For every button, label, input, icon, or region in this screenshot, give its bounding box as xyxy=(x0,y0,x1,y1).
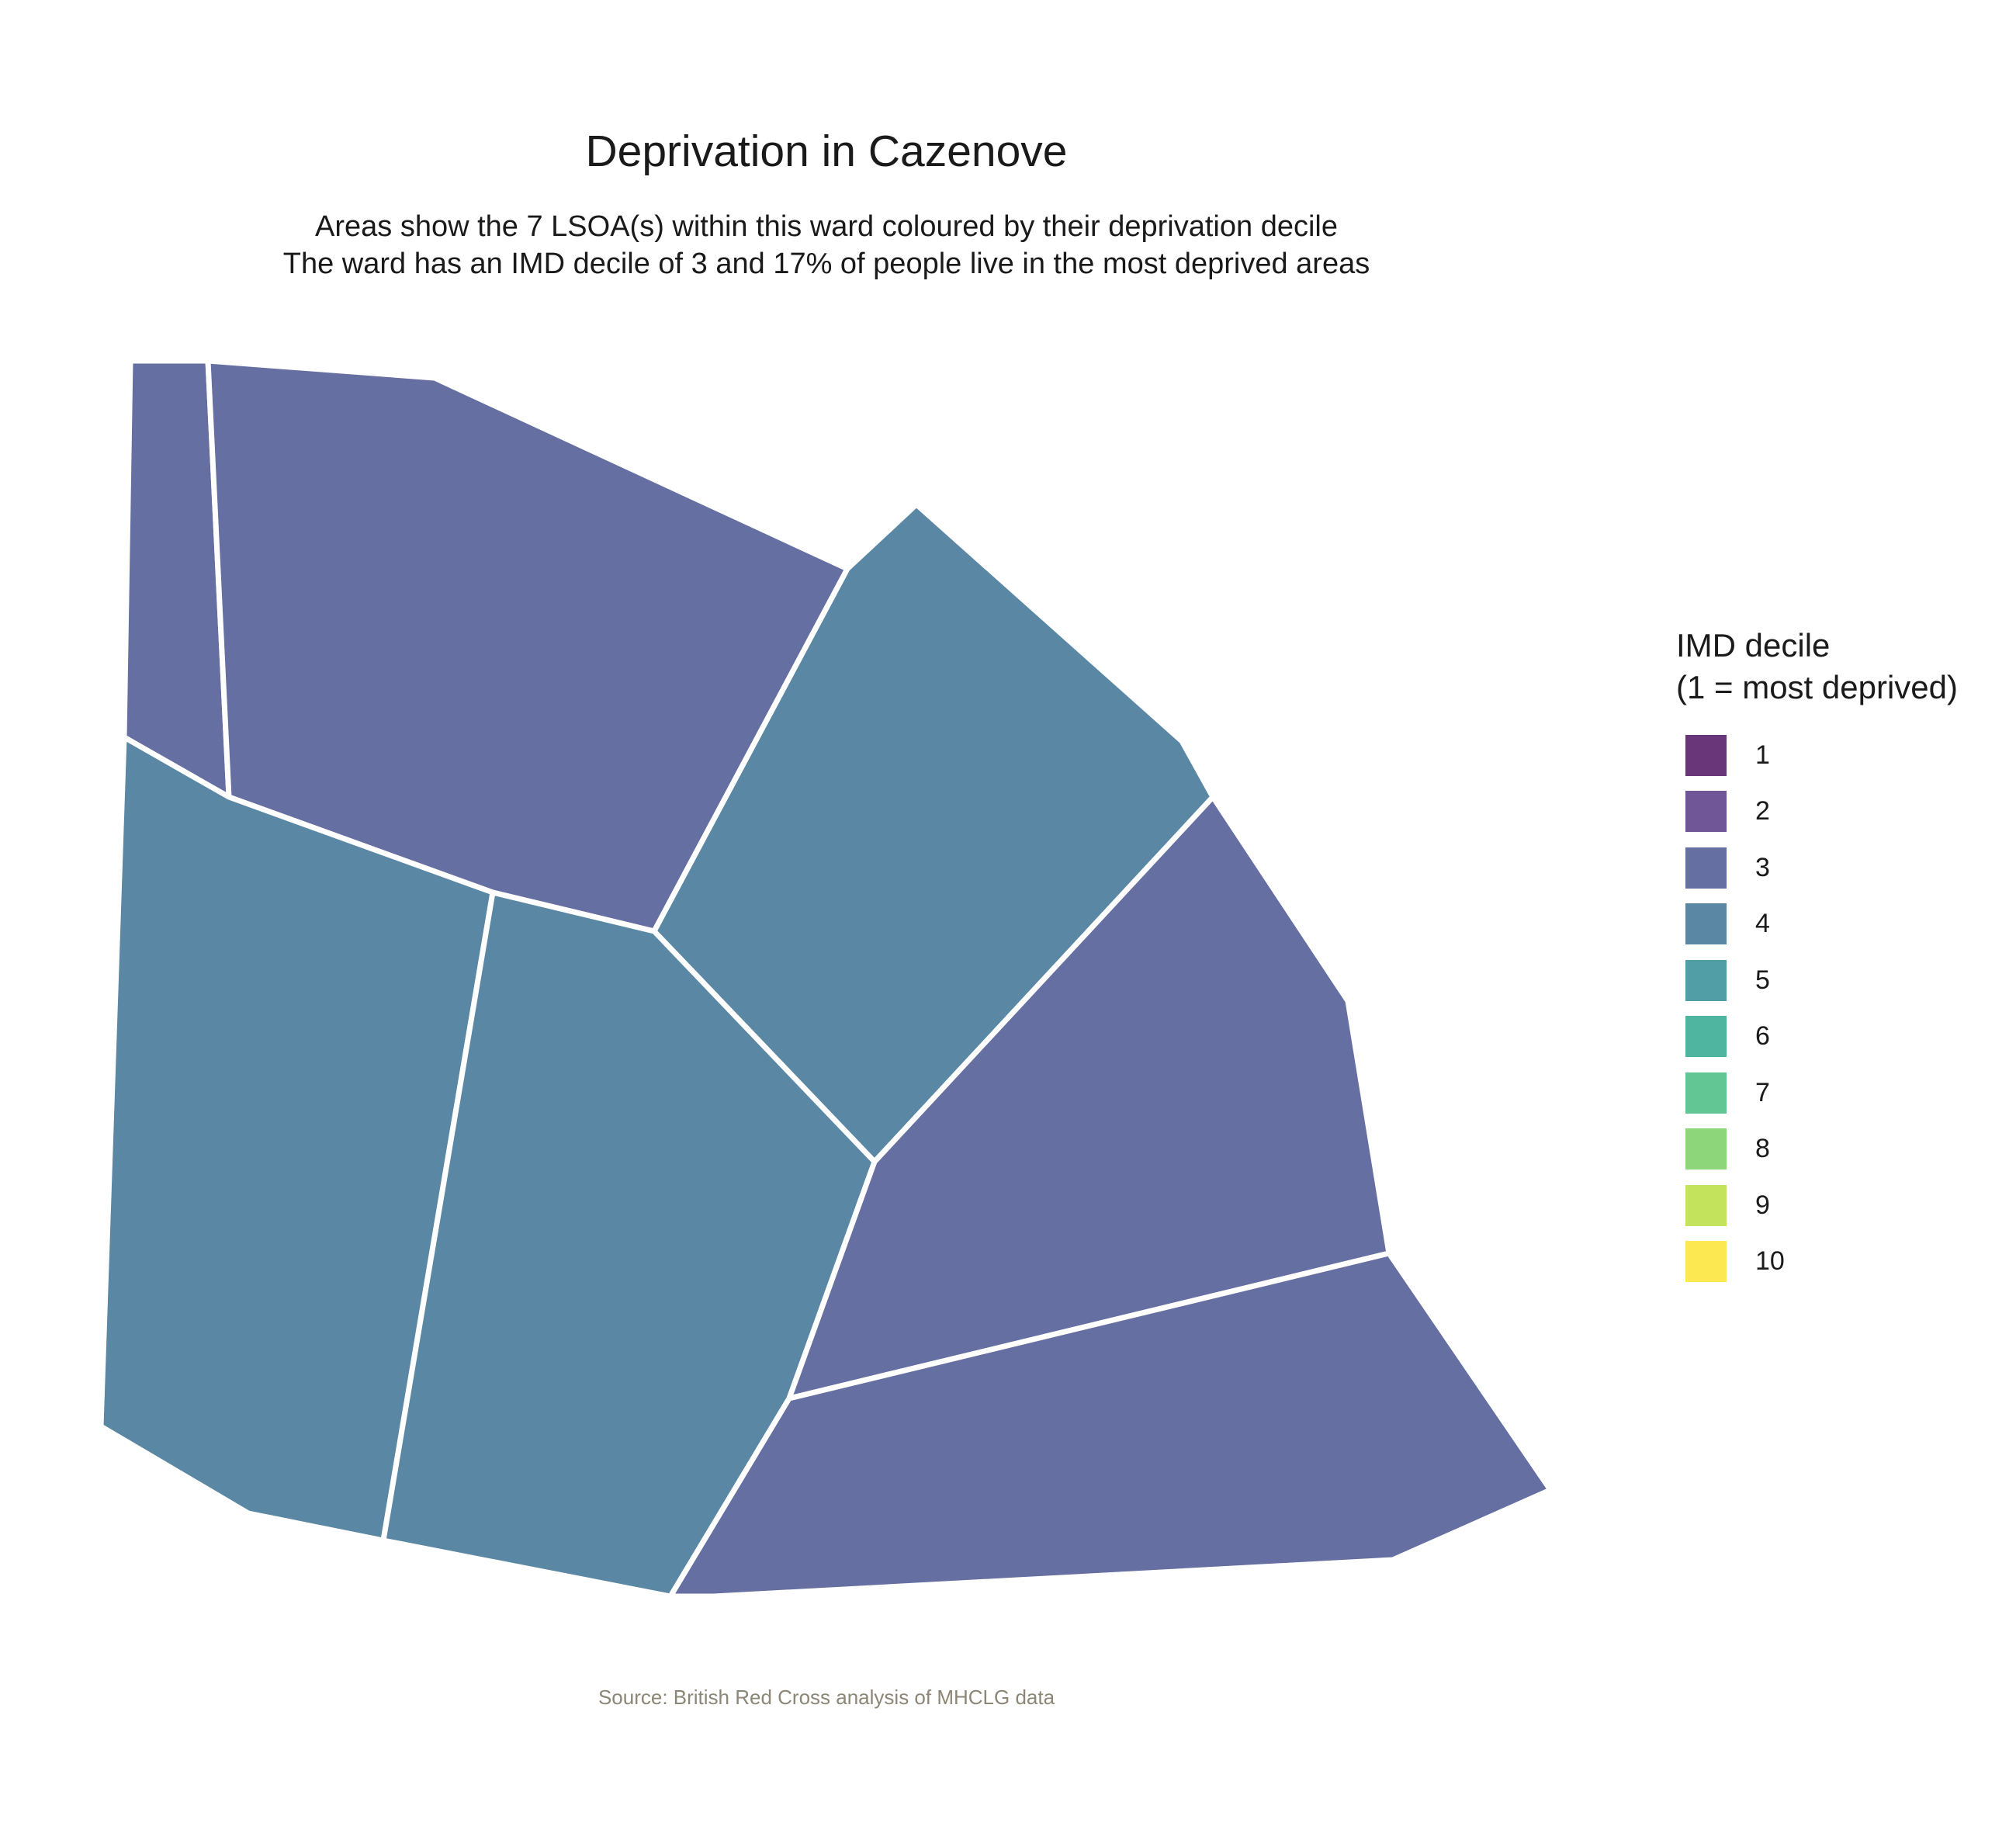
legend-item-1: 1 xyxy=(1676,727,1958,784)
legend-swatch xyxy=(1685,1016,1727,1058)
source-caption: Source: British Red Cross analysis of MH… xyxy=(598,1686,1055,1709)
legend-label: 10 xyxy=(1755,1246,1785,1277)
legend-items: 1 2 3 4 5 6 7 8 9 10 xyxy=(1676,727,1958,1290)
legend-item-2: 2 xyxy=(1676,784,1958,840)
legend-item-8: 8 xyxy=(1676,1121,1958,1178)
legend-title: IMD decile (1 = most deprived) xyxy=(1676,625,1958,709)
legend-swatch xyxy=(1685,1241,1727,1283)
subtitle-line-2: The ward has an IMD decile of 3 and 17% … xyxy=(282,248,1370,280)
legend-label: 1 xyxy=(1755,740,1770,770)
subtitle-line-1: Areas show the 7 LSOA(s) within this war… xyxy=(315,210,1338,243)
south-east-lsoa xyxy=(667,1250,1554,1599)
legend-label: 9 xyxy=(1755,1190,1770,1220)
legend-title-line-2: (1 = most deprived) xyxy=(1676,669,1958,705)
legend-title-line-1: IMD decile xyxy=(1676,627,1831,664)
legend-item-4: 4 xyxy=(1676,896,1958,953)
legend-swatch xyxy=(1685,791,1727,833)
legend-swatch xyxy=(1685,903,1727,945)
legend-label: 7 xyxy=(1755,1077,1770,1107)
legend-swatch xyxy=(1685,959,1727,1001)
legend-label: 5 xyxy=(1755,965,1770,995)
legend-swatch xyxy=(1685,1184,1727,1226)
chart-title: Deprivation in Cazenove xyxy=(585,126,1068,176)
legend-item-7: 7 xyxy=(1676,1065,1958,1121)
legend-label: 4 xyxy=(1755,909,1770,939)
chart-subtitle: Areas show the 7 LSOA(s) within this war… xyxy=(0,208,1653,282)
legend-swatch xyxy=(1685,1072,1727,1114)
legend-label: 6 xyxy=(1755,1021,1770,1052)
legend-item-6: 6 xyxy=(1676,1009,1958,1065)
legend-item-10: 10 xyxy=(1676,1234,1958,1291)
legend-label: 8 xyxy=(1755,1134,1770,1164)
legend-swatch xyxy=(1685,1128,1727,1170)
legend-item-3: 3 xyxy=(1676,840,1958,896)
legend-item-9: 9 xyxy=(1676,1177,1958,1234)
legend-item-5: 5 xyxy=(1676,952,1958,1009)
legend-label: 3 xyxy=(1755,852,1770,882)
legend-swatch xyxy=(1685,734,1727,776)
legend-label: 2 xyxy=(1755,796,1770,826)
legend-swatch xyxy=(1685,847,1727,889)
legend: IMD decile (1 = most deprived) 1 2 3 4 5 6 7 8 9… xyxy=(1676,625,1958,1290)
